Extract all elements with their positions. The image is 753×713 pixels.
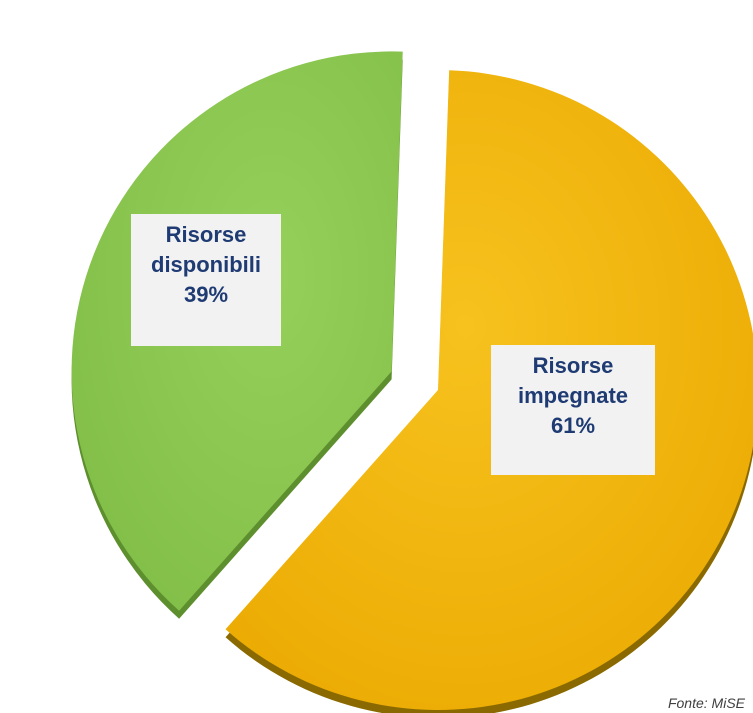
slice-label-line2: impegnate <box>517 383 629 408</box>
pie-slice-risorse-impegnate <box>225 70 753 710</box>
slice-label-line2: disponibili <box>151 252 261 277</box>
slice-label-risorse-disponibili: Risorse disponibili 39% <box>131 214 281 346</box>
slice-percent-label: 61% <box>550 413 596 438</box>
slice-percent-label: 39% <box>183 282 229 307</box>
slice-label-risorse-impegnate: Risorse impegnate 61% <box>491 345 655 475</box>
slice-label-line1: Risorse <box>532 353 614 378</box>
source-note: Fonte: MiSE <box>667 695 745 711</box>
slice-label-line1: Risorse <box>165 222 247 247</box>
